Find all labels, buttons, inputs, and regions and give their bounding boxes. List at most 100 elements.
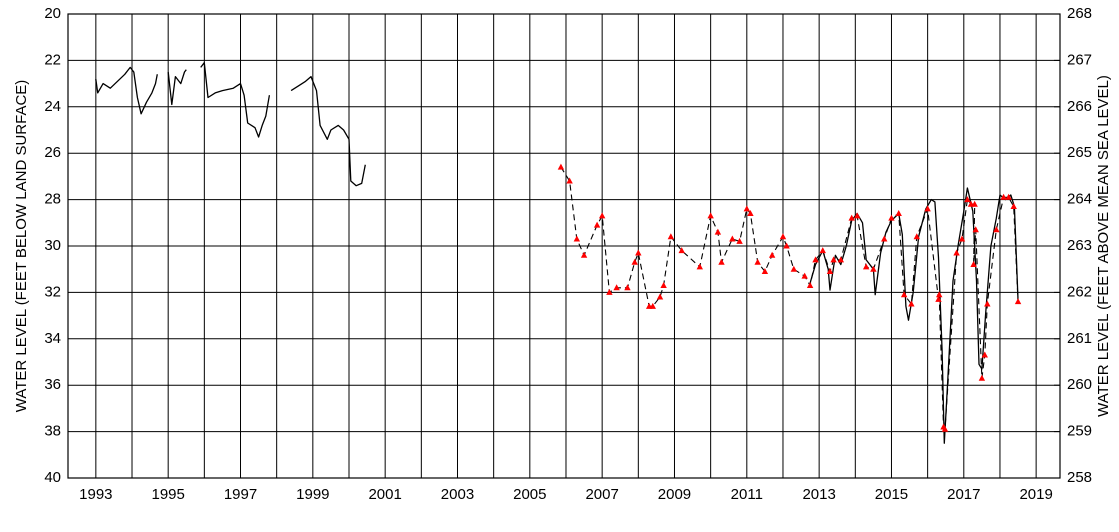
triangle-marker [649, 302, 656, 309]
triangle-marker [881, 235, 888, 242]
y2-tick-label: 263 [1067, 237, 1092, 254]
triangle-marker [1005, 193, 1012, 200]
x-tick-label: 2017 [947, 486, 980, 503]
triangle-marker [978, 374, 986, 381]
triangle-marker [848, 214, 855, 221]
x-tick-label: 2001 [368, 486, 401, 503]
y2-tick-label: 262 [1067, 283, 1092, 300]
triangle-marker [1014, 298, 1022, 305]
triangle-marker [606, 288, 613, 295]
y2-tick-label: 265 [1067, 144, 1092, 161]
triangle-marker [812, 256, 819, 263]
triangle-marker [783, 242, 790, 249]
y2-tick-label: 264 [1067, 191, 1092, 208]
y2-tick-label: 268 [1067, 5, 1092, 22]
y-tick-label: 38 [44, 423, 61, 440]
y2-tick-label: 267 [1067, 51, 1092, 68]
triangle-marker [768, 251, 776, 258]
triangle-marker [837, 256, 845, 263]
triangle-marker [593, 221, 601, 228]
triangle-marker [853, 212, 861, 219]
x-tick-label: 1993 [79, 486, 112, 503]
triangle-marker [972, 226, 979, 233]
triangle-marker [660, 281, 667, 288]
triangle-marker [557, 163, 565, 170]
triangle-marker [981, 351, 988, 358]
triangle-marker [806, 281, 814, 288]
triangle-marker [729, 235, 736, 242]
y2-axis-title: WATER LEVEL (FEET ABOVE MEAN SEA LEVEL) [1095, 75, 1112, 417]
triangle-marker [826, 268, 834, 275]
triangle-marker [935, 295, 942, 302]
triangle-marker [718, 258, 725, 265]
triangle-marker [635, 249, 642, 256]
triangle-marker [598, 212, 606, 219]
triangle-marker [888, 214, 895, 221]
triangle-marker [941, 425, 949, 432]
series-line [95, 62, 1019, 444]
triangle-marker [573, 235, 581, 242]
triangle-marker [993, 226, 1000, 233]
triangle-marker [754, 258, 761, 265]
y-tick-label: 30 [44, 237, 61, 254]
x-tick-label: 2011 [731, 486, 763, 503]
triangle-marker [656, 293, 664, 300]
triangle-marker [678, 247, 685, 254]
triangle-marker [624, 284, 631, 291]
y-tick-label: 28 [44, 191, 61, 208]
triangle-marker [924, 205, 931, 212]
triangle-marker [953, 249, 960, 256]
triangle-marker [801, 272, 808, 279]
x-tick-label: 2019 [1019, 486, 1052, 503]
y2-tick-label: 261 [1067, 330, 1092, 347]
y-tick-label: 22 [44, 51, 61, 68]
triangle-marker [895, 210, 902, 217]
triangle-marker [743, 205, 751, 212]
triangle-marker [900, 291, 908, 298]
triangle-marker [566, 177, 573, 184]
y-axis-title: WATER LEVEL (FEET BELOW LAND SURFACE) [13, 80, 30, 413]
triangle-marker [971, 200, 978, 207]
x-tick-label: 2013 [802, 486, 835, 503]
y2-tick-label: 260 [1067, 376, 1092, 393]
y-tick-label: 34 [44, 330, 61, 347]
series-line [560, 166, 1019, 430]
x-tick-label: 2005 [513, 486, 546, 503]
x-tick-label: 1999 [296, 486, 329, 503]
triangle-marker [1010, 203, 1017, 210]
y-tick-label: 32 [44, 283, 61, 300]
triangle-marker [964, 196, 971, 203]
plot-frame [67, 13, 1061, 479]
x-tick-label: 1997 [224, 486, 257, 503]
y-tick-label: 20 [44, 5, 61, 22]
x-tick-label: 1995 [151, 486, 184, 503]
triangle-marker [913, 233, 920, 240]
x-tick-label: 2007 [585, 486, 618, 503]
y-tick-label: 26 [44, 144, 61, 161]
triangle-marker [870, 265, 877, 272]
triangle-marker [1000, 193, 1007, 200]
triangle-marker [970, 261, 977, 268]
triangle-marker [830, 256, 837, 263]
triangle-marker [984, 300, 991, 307]
triangle-marker [819, 247, 826, 254]
y2-tick-label: 258 [1067, 469, 1092, 486]
x-tick-label: 2003 [441, 486, 474, 503]
y-tick-label: 40 [44, 469, 61, 486]
triangle-marker [936, 291, 943, 298]
triangle-marker [862, 263, 870, 270]
y-tick-label: 36 [44, 376, 61, 393]
triangle-marker [908, 300, 915, 307]
triangle-marker [761, 268, 769, 275]
triangle-marker [779, 233, 787, 240]
triangle-marker [696, 263, 703, 270]
x-tick-label: 2009 [658, 486, 691, 503]
triangle-marker [958, 235, 966, 242]
triangle-marker [714, 228, 722, 235]
triangle-marker [736, 237, 743, 244]
triangle-marker [580, 251, 588, 258]
triangle-marker [631, 258, 638, 265]
y2-tick-label: 259 [1067, 423, 1092, 440]
